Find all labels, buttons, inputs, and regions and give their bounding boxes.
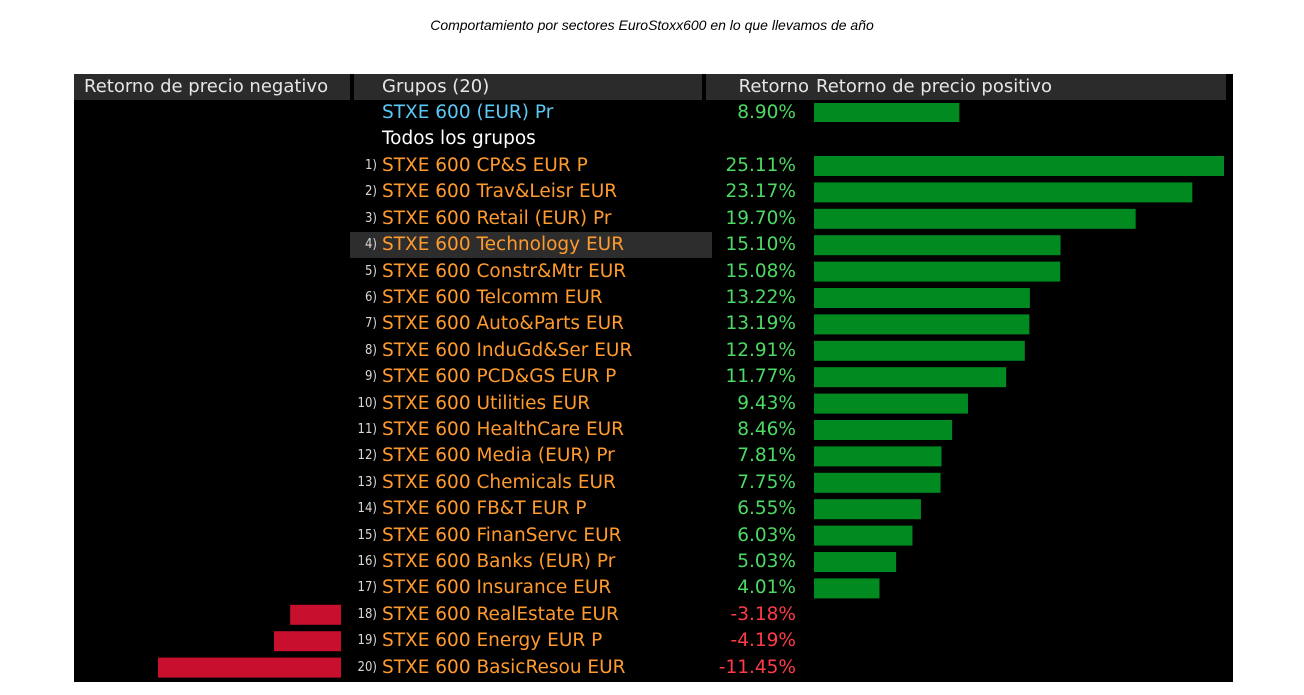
group-return: 11.77% [725,366,796,388]
group-name[interactable]: STXE 600 Telcomm EUR [382,287,603,308]
group-rank: 8) [364,342,377,358]
group-name[interactable]: STXE 600 Retail (EUR) Pr [382,207,612,229]
group-return: 19.70% [725,207,796,229]
group-rank: 19) [357,633,377,649]
group-rank: 15) [357,527,377,543]
group-return: 13.19% [725,313,796,335]
selected-row-highlight [350,232,712,259]
group-return: 9.43% [737,392,796,414]
group-name[interactable]: STXE 600 InduGd&Ser EUR [382,339,633,361]
positive-return-bar [814,208,1136,229]
group-return: 8.46% [737,419,796,440]
group-return: -4.19% [730,630,796,652]
chart-caption: Comportamiento por sectores EuroStoxx600… [430,17,874,33]
group-rank: 4) [364,237,377,253]
positive-return-bar [814,261,1061,282]
group-name[interactable]: STXE 600 FB&T EUR P [382,498,587,520]
group-return: -11.45% [718,656,796,678]
group-rank: 18) [357,606,377,622]
group-rank: 13) [357,474,377,490]
positive-return-bar [814,552,897,572]
positive-return-bar [814,182,1193,203]
positive-return-bar [814,393,968,414]
group-return: 5.03% [737,551,796,572]
group-rank: 10) [357,395,377,411]
group-name[interactable]: STXE 600 Utilities EUR [382,392,591,414]
group-rank: 11) [357,422,377,437]
group-rank: 12) [357,448,377,464]
sector-returns-panel: Retorno de precio negativo Grupos (20) R… [74,74,1233,682]
group-return: 15.08% [725,260,796,282]
negative-return-bar [158,657,341,678]
header-negative-return: Retorno de precio negativo [74,74,350,100]
group-rank: 1) [364,158,377,173]
group-name[interactable]: STXE 600 Banks (EUR) Pr [382,551,616,572]
group-name[interactable]: STXE 600 Insurance EUR [382,577,612,599]
group-rank: 14) [357,501,377,517]
positive-return-bar [814,578,880,599]
index-return: 8.90% [737,102,796,123]
all-groups-label: Todos los grupos [382,128,536,149]
positive-return-bar [814,367,1007,388]
group-rank: 5) [364,263,377,279]
index-return-bar [814,103,960,122]
positive-return-bar [814,314,1030,335]
positive-return-bar [814,340,1025,361]
group-return: 7.75% [737,471,796,493]
group-return: 13.22% [725,287,796,308]
header-return: Retorno [706,74,812,100]
header-positive-return: Retorno de precio positivo [812,74,1226,100]
positive-return-bar [814,235,1061,256]
group-name[interactable]: STXE 600 BasicResou EUR [382,656,626,678]
group-return: 23.17% [725,181,796,203]
group-name[interactable]: STXE 600 Energy EUR P [382,630,603,652]
group-rank: 9) [364,369,377,385]
header-groups: Grupos (20) [354,74,702,100]
group-name[interactable]: STXE 600 CP&S EUR P [382,155,588,176]
group-return: 6.55% [737,498,796,520]
positive-return-bar [814,472,941,493]
group-name[interactable]: STXE 600 Chemicals EUR [382,471,616,493]
negative-return-bar [274,631,341,652]
group-name[interactable]: STXE 600 HealthCare EUR [382,419,625,440]
group-return: 25.11% [725,155,796,176]
group-rank: 20) [357,659,377,675]
group-rank: 3) [364,210,377,226]
index-name[interactable]: STXE 600 (EUR) Pr [382,102,554,123]
positive-return-bar [814,525,913,546]
group-return: 15.10% [725,234,796,256]
group-name[interactable]: STXE 600 FinanServc EUR [382,524,622,546]
positive-return-bar [814,420,953,440]
group-name[interactable]: STXE 600 Constr&Mtr EUR [382,260,627,282]
group-name[interactable]: STXE 600 Media (EUR) Pr [382,445,615,467]
positive-return-bar [814,288,1030,308]
group-name[interactable]: STXE 600 Auto&Parts EUR [382,313,624,335]
group-return: 4.01% [737,577,796,599]
group-name[interactable]: STXE 600 Trav&Leisr EUR [382,181,618,203]
bars-canvas [158,103,1224,678]
group-return: -3.18% [730,603,796,625]
group-name[interactable]: STXE 600 PCD&GS EUR P [382,366,617,388]
group-return: 7.81% [737,445,796,467]
group-rank: 7) [364,316,377,332]
positive-return-bar [814,156,1224,176]
group-rank: 17) [357,580,377,596]
positive-return-bar [814,446,942,467]
group-rank: 6) [364,290,377,305]
group-rank: 16) [357,554,377,569]
group-name[interactable]: STXE 600 RealEstate EUR [382,603,619,625]
group-name[interactable]: STXE 600 Technology EUR [382,234,625,256]
positive-return-bar [814,499,921,520]
negative-return-bar [290,604,341,625]
group-rank: 2) [364,184,377,200]
group-return: 6.03% [737,524,796,546]
group-return: 12.91% [725,339,796,361]
